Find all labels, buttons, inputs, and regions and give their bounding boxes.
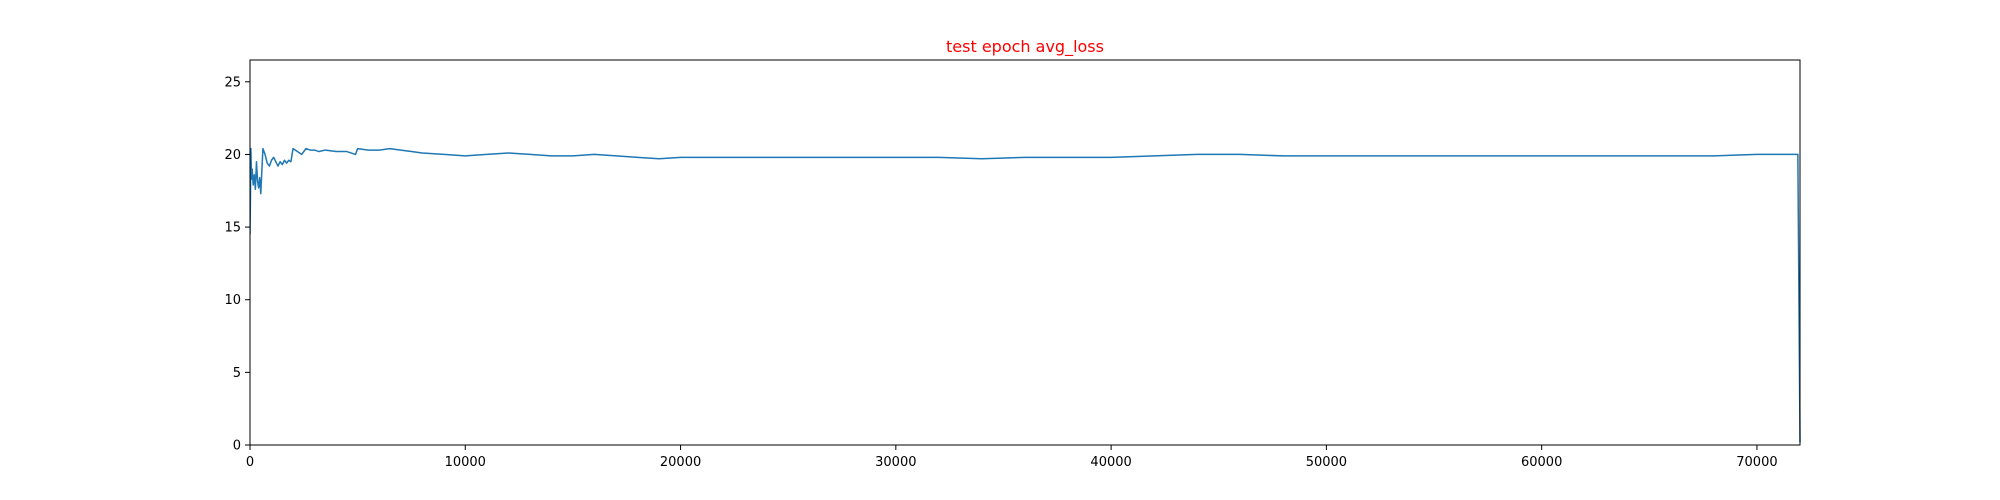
y-tick-label: 5 — [233, 366, 241, 381]
x-tick-label: 40000 — [1090, 455, 1131, 470]
y-tick-label: 10 — [224, 293, 241, 308]
chart-title: test epoch avg_loss — [946, 37, 1104, 57]
x-tick-label: 60000 — [1521, 455, 1562, 470]
x-tick-label: 0 — [246, 455, 254, 470]
y-tick-label: 15 — [224, 221, 241, 236]
x-tick-label: 50000 — [1306, 455, 1347, 470]
y-tick-label: 0 — [233, 439, 241, 454]
x-tick-label: 10000 — [445, 455, 486, 470]
series-line — [250, 147, 1801, 443]
plot-layer: 0 10000 20000 30000 40000 50000 60000 70000 0 5 10… — [224, 59, 1801, 470]
x-tick-label: 30000 — [875, 455, 916, 470]
y-tick-label: 25 — [224, 75, 241, 90]
x-tick-label: 20000 — [660, 455, 701, 470]
x-tick-label: 70000 — [1736, 455, 1777, 470]
axes-frame — [249, 59, 1801, 446]
y-tick-label: 20 — [224, 148, 241, 163]
